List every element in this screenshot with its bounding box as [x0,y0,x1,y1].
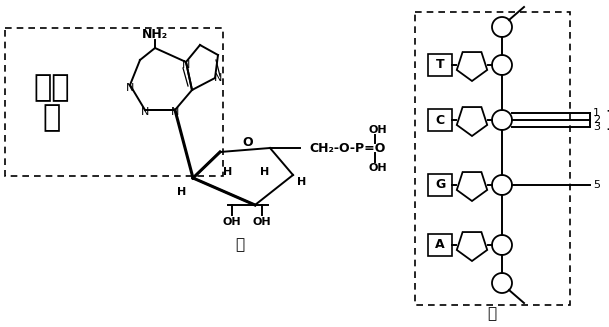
Text: N: N [171,107,179,117]
Text: OH: OH [368,163,387,173]
Text: NH₂: NH₂ [142,28,168,42]
Text: T: T [435,59,445,72]
Text: 1: 1 [593,108,600,118]
Text: G: G [435,179,445,192]
Text: 3: 3 [593,122,600,132]
Text: }: } [604,110,609,130]
Text: OH: OH [253,217,272,227]
FancyBboxPatch shape [428,109,452,131]
Text: 甲: 甲 [236,237,245,252]
Text: CH₂-O-P=O: CH₂-O-P=O [310,142,386,154]
Bar [5,28,223,176]
Text: 呉: 呉 [43,104,61,132]
Text: 乙: 乙 [487,306,496,321]
Text: OH: OH [368,125,387,135]
Text: N: N [141,107,149,117]
Text: 2: 2 [593,115,600,125]
Text: C: C [435,113,445,127]
FancyBboxPatch shape [428,54,452,76]
Text: A: A [435,238,445,251]
Bar [415,12,570,305]
Text: N: N [126,83,134,93]
Text: O: O [243,136,253,149]
Text: H: H [261,167,270,177]
Text: N: N [182,60,190,70]
Text: H: H [224,167,233,177]
Text: 5: 5 [593,180,600,190]
Text: N: N [214,73,222,83]
Text: H: H [177,187,186,197]
FancyBboxPatch shape [428,234,452,256]
Text: 腺嘧: 腺嘧 [33,74,70,102]
Text: H: H [297,177,306,187]
Text: OH: OH [223,217,241,227]
FancyBboxPatch shape [428,174,452,196]
